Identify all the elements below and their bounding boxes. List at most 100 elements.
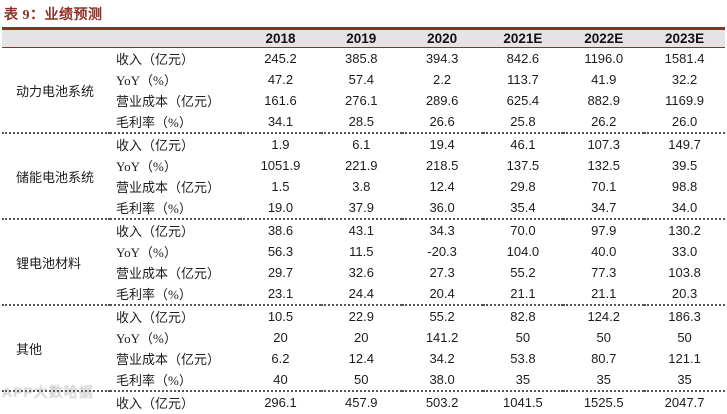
value-cell: 53.8 [510, 351, 536, 366]
value-cell: 113.7 [507, 72, 539, 87]
value-cell: 289.6 [425, 93, 459, 108]
value-cell: 23.1 [267, 286, 294, 301]
value-cell: 40 [273, 372, 288, 387]
metric-label: 毛利率（%） [116, 287, 192, 302]
value-cell: 218.5 [425, 158, 459, 173]
value-cell: 104.0 [506, 244, 540, 259]
value-cell: 385.8 [345, 51, 378, 66]
value-cell: 457.9 [320, 390, 402, 413]
value-cell: 124.2 [563, 304, 645, 327]
value-cell: 21.1 [510, 286, 536, 301]
value-cell: 43.1 [320, 218, 402, 241]
year-header: 2023E [644, 28, 725, 48]
value-cell: 24.4 [348, 286, 374, 301]
metric-label: 收入（亿元） [110, 304, 241, 327]
value-cell: 26.2 [591, 114, 617, 129]
year-header: 2019 [320, 28, 402, 48]
value-cell: 33.0 [671, 244, 698, 259]
value-cell: 39.5 [671, 158, 698, 173]
value-cell: 34.0 [671, 200, 698, 215]
value-cell: 1196.0 [584, 51, 624, 66]
table-row: 毛利率（%） 23.1 24.4 20.4 21.1 21.1 20.3 [2, 283, 725, 305]
value-cell: 55.2 [401, 304, 483, 327]
value-cell: 1051.9 [260, 158, 301, 173]
table-row: 毛利率（%） 40 50 38.0 35 35 35 [2, 369, 725, 391]
value-cell: 19.4 [401, 132, 483, 155]
value-cell: 2.2 [433, 72, 452, 87]
value-cell: 55.2 [510, 265, 536, 280]
value-cell: 12.4 [429, 179, 455, 194]
metric-label: 营业成本（亿元） [116, 266, 221, 281]
value-cell: 20.3 [671, 286, 698, 301]
value-cell: 10.5 [240, 304, 321, 327]
value-cell: 1041.5 [482, 390, 564, 413]
year-header: 2022E [563, 28, 645, 48]
value-cell: 37.9 [348, 200, 374, 215]
table-row: 其他 收入（亿元） 10.5 22.9 55.2 82.8 124.2 186.3 [2, 304, 725, 391]
value-cell: 27.3 [429, 265, 455, 280]
value-cell: 276.1 [345, 93, 378, 108]
value-cell: 21.1 [591, 286, 617, 301]
value-cell: 29.7 [267, 265, 294, 280]
value-cell: 82.8 [482, 304, 564, 327]
group-label: 汇总 [2, 390, 111, 414]
header-empty-cell [2, 28, 241, 48]
group-label: 其他 [2, 304, 111, 391]
value-cell: -20.3 [427, 244, 457, 259]
value-cell: 50 [515, 330, 531, 345]
year-header: 2018 [240, 28, 321, 48]
value-cell: 50 [677, 330, 692, 345]
forecast-table: 2018 2019 2020 2021E 2022E 2023E 动力电池系统 收入（亿元）… [2, 27, 725, 414]
metric-label: 收入（亿元） [110, 132, 241, 155]
value-cell: 132.5 [587, 158, 620, 173]
value-cell: 882.9 [587, 93, 620, 108]
value-cell: 137.5 [506, 158, 540, 173]
group-label: 锂电池材料 [2, 218, 111, 305]
value-cell: 3.8 [352, 179, 371, 194]
value-cell: 35 [596, 372, 611, 387]
value-cell: 625.4 [506, 93, 540, 108]
value-cell: 32.2 [671, 72, 698, 87]
metric-label: YoY（%） [116, 159, 177, 174]
value-cell: 32.6 [348, 265, 374, 280]
value-cell: 35 [677, 372, 692, 387]
value-cell: 1581.4 [664, 51, 705, 66]
value-cell: 36.0 [429, 200, 455, 215]
table-row: 储能电池系统 收入（亿元） 1.9 6.1 19.4 46.1 107.3 149.7 [2, 132, 725, 219]
page-title: 表 9：业绩预测 [4, 8, 103, 23]
table-row: 营业成本（亿元） 6.2 12.4 34.2 53.8 80.7 121.1 [2, 348, 725, 369]
value-cell: 34.3 [401, 218, 483, 241]
table-row: 营业成本（亿元） 29.7 32.6 27.3 55.2 77.3 103.8 [2, 262, 725, 283]
metric-label: 收入（亿元） [110, 390, 241, 413]
value-cell: 50 [596, 330, 611, 345]
value-cell: 38.0 [429, 372, 455, 387]
value-cell: 394.3 [425, 51, 459, 66]
value-cell: 161.6 [264, 93, 297, 108]
value-cell: 34.1 [267, 114, 294, 129]
table-row: 营业成本（亿元） 1.5 3.8 12.4 29.8 70.1 98.8 [2, 176, 725, 197]
value-cell: 2047.7 [644, 390, 725, 413]
metric-label: 毛利率（%） [116, 115, 192, 130]
group-label: 储能电池系统 [2, 132, 111, 219]
table-row: 毛利率（%） 19.0 37.9 36.0 35.4 34.7 34.0 [2, 197, 725, 219]
metric-label: 毛利率（%） [116, 201, 192, 216]
value-cell: 34.7 [591, 200, 617, 215]
value-cell: 77.3 [591, 265, 617, 280]
table-row: 锂电池材料 收入（亿元） 38.6 43.1 34.3 70.0 97.9 130.2 [2, 218, 725, 305]
value-cell: 12.4 [348, 351, 374, 366]
value-cell: 19.0 [267, 200, 294, 215]
value-cell: 1525.5 [563, 390, 645, 413]
value-cell: 20.4 [429, 286, 455, 301]
table-row: 毛利率（%） 34.1 28.5 26.6 25.8 26.2 26.0 [2, 111, 725, 133]
value-cell: 29.8 [510, 179, 536, 194]
value-cell: 6.2 [271, 351, 290, 366]
value-cell: 40.0 [591, 244, 617, 259]
value-cell: 11.5 [349, 244, 374, 259]
year-header: 2021E [482, 28, 564, 48]
metric-label: 营业成本（亿元） [116, 94, 221, 109]
value-cell: 107.3 [563, 132, 645, 155]
value-cell: 28.5 [348, 114, 374, 129]
table-row: YoY（%） 47.2 57.4 2.2 113.7 41.9 32.2 [2, 69, 725, 90]
value-cell: 41.9 [591, 72, 617, 87]
